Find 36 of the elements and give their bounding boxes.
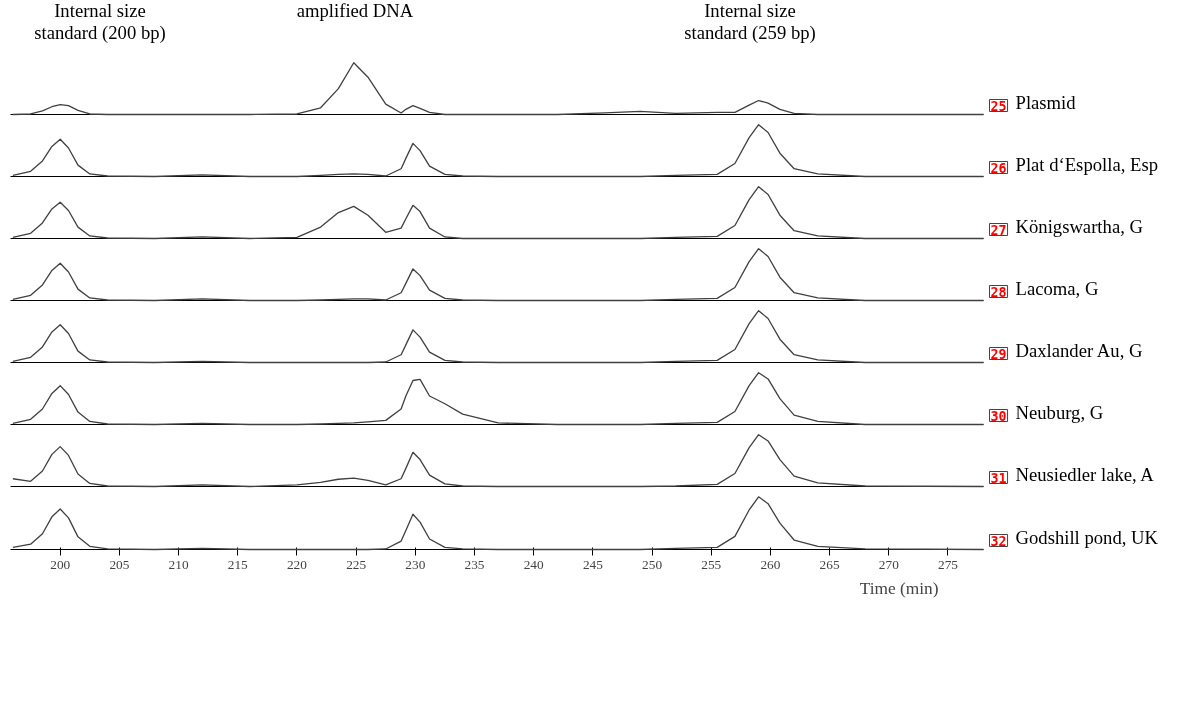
text: 30 — [990, 408, 1007, 424]
series-label: Plat d‘Espolla, Esp — [1015, 153, 1158, 175]
x-axis-title: Time (min) — [859, 578, 939, 598]
text: Internal size standard (259 bp) — [683, 0, 817, 45]
text: 29 — [990, 346, 1007, 362]
text: 31 — [990, 470, 1007, 486]
x-tick-label: 210 — [168, 556, 189, 572]
legend-label: Plasmid — [1015, 91, 1077, 113]
series-label: Godshill pond, UK — [1015, 526, 1159, 548]
x-tick-label: 220 — [286, 556, 308, 572]
series-label: Neuburg, G — [1015, 401, 1104, 423]
x-tick-label: 215 — [227, 556, 249, 572]
x-tick-label: 205 — [109, 556, 130, 572]
x-tick-label: 275 — [937, 556, 959, 572]
x-tick-label: 200 — [50, 556, 71, 572]
x-tick-label: 250 — [642, 556, 663, 572]
text: 26 — [990, 160, 1007, 176]
text: 27 — [990, 222, 1007, 238]
text: 25 — [990, 98, 1007, 114]
text: 32 — [990, 533, 1007, 549]
x-tick-label: 270 — [878, 556, 900, 572]
series-label: Daxlander Au, G — [1015, 339, 1143, 361]
x-tick-label: 265 — [819, 556, 840, 572]
legend-label: Neusiedler lake, A — [1015, 463, 1155, 485]
x-tick-label: 245 — [582, 556, 604, 572]
text: amplified DNA — [295, 0, 415, 23]
x-tick-label: 255 — [701, 556, 722, 572]
legend-label: Lacoma, G — [1015, 277, 1099, 299]
x-tick-label: 225 — [346, 556, 367, 572]
x-tick-label: 230 — [405, 556, 426, 572]
x-tick-label: 260 — [760, 556, 781, 572]
series-label: Königswartha, G — [1015, 215, 1143, 237]
text: 28 — [990, 284, 1007, 300]
x-tick-label: 235 — [464, 556, 485, 572]
text: Internal size standard (200 bp) — [33, 0, 167, 45]
x-tick-label: 240 — [523, 556, 545, 572]
